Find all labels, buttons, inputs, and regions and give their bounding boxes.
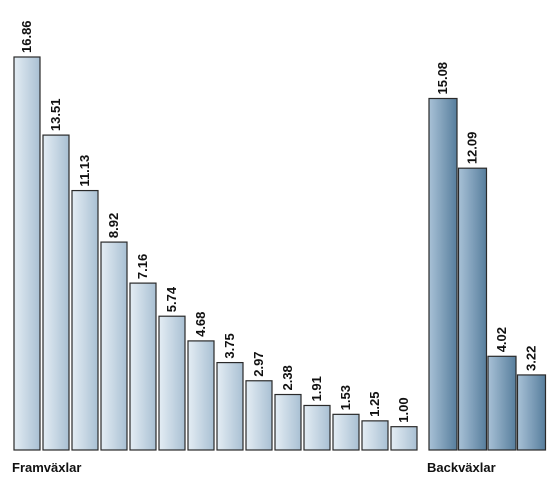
bar-forward-8 [216, 361, 244, 451]
bar-label-reverse-2: 12.09 [465, 132, 480, 165]
bar-label-forward-1: 16.86 [19, 20, 34, 53]
bar-label-forward-2: 13.51 [48, 99, 63, 132]
bar-forward-2 [42, 134, 70, 451]
bar-label-forward-10: 2.38 [280, 365, 295, 390]
bar-reverse-1 [428, 97, 458, 451]
bar-label-forward-9: 2.97 [251, 351, 266, 376]
bar-label-forward-8: 3.75 [222, 333, 237, 358]
bar-label-reverse-3: 4.02 [494, 327, 509, 352]
bar-label-forward-13: 1.25 [367, 392, 382, 417]
bar-label-forward-6: 5.74 [164, 286, 179, 312]
bar-forward-6 [158, 315, 186, 451]
bar-label-forward-7: 4.68 [193, 312, 208, 337]
bar-label-forward-3: 11.13 [77, 155, 92, 187]
group-label-framvaxlar: Framväxlar [12, 460, 82, 475]
bar-label-reverse-1: 15.08 [435, 62, 450, 95]
bar-forward-7 [187, 340, 215, 451]
group-label-backvaxlar: Backväxlar [427, 460, 496, 475]
bar-reverse-4 [516, 374, 547, 451]
bar-forward-13 [361, 420, 389, 451]
bar-reverse-3 [487, 355, 517, 451]
bar-forward-1 [13, 56, 41, 451]
bar-label-forward-5: 7.16 [135, 254, 150, 279]
bar-forward-5 [129, 282, 157, 451]
bar-reverse-2 [457, 167, 488, 451]
bar-forward-12 [332, 413, 360, 451]
bar-label-forward-14: 1.00 [396, 397, 411, 422]
bar-forward-10 [274, 393, 302, 451]
bar-label-reverse-4: 3.22 [524, 346, 539, 371]
bar-label-forward-12: 1.53 [338, 385, 353, 410]
bar-forward-4 [100, 241, 128, 451]
bar-forward-9 [245, 380, 273, 451]
bar-forward-3 [71, 189, 99, 451]
bar-forward-14 [390, 426, 418, 451]
bar-forward-11 [303, 404, 331, 451]
bar-label-forward-11: 1.91 [309, 376, 324, 401]
bar-label-forward-4: 8.92 [106, 213, 121, 238]
